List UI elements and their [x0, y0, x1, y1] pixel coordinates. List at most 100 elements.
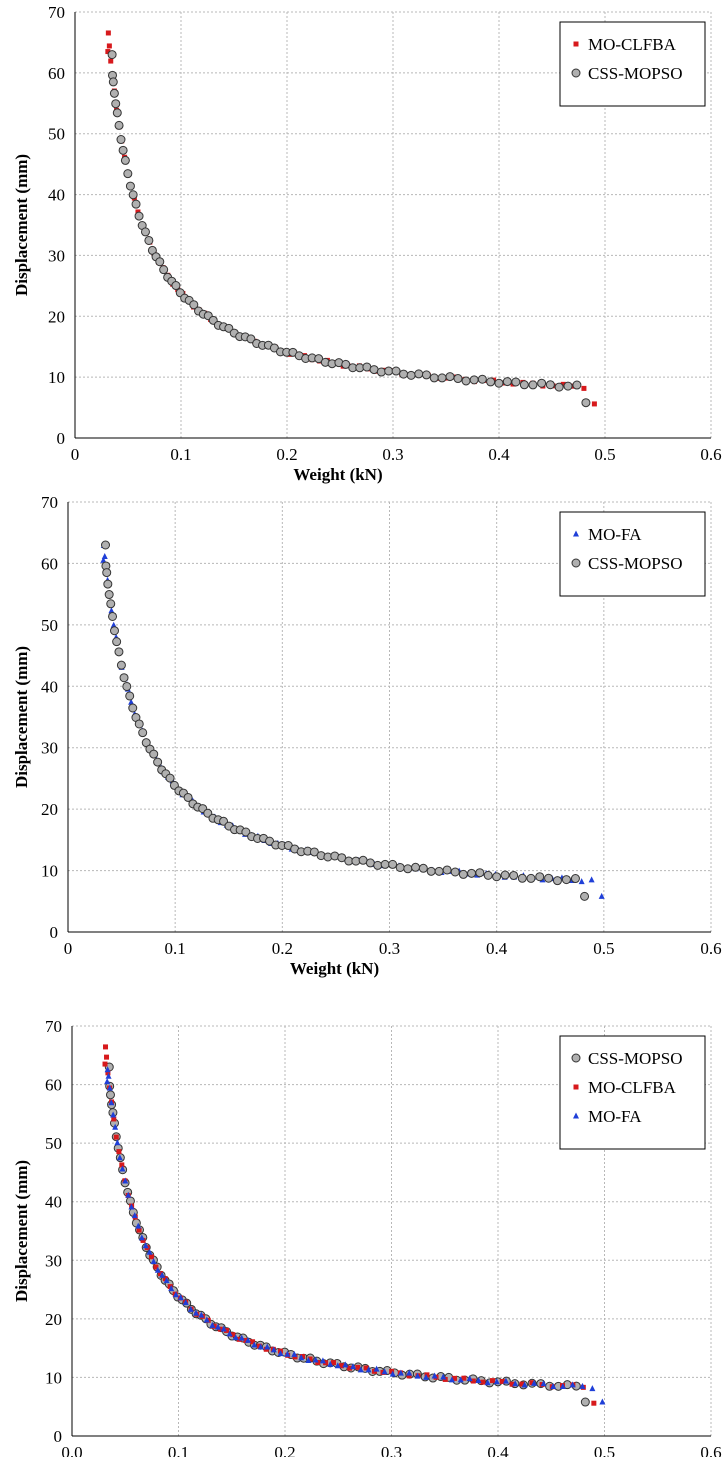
legend: CSS-MOPSO MO-CLFBA MO-FA — [559, 1035, 706, 1150]
data-point — [480, 1379, 486, 1385]
data-point — [598, 892, 605, 899]
y-tick-label: 60 — [45, 1076, 62, 1095]
data-point — [403, 864, 413, 874]
y-tick-label: 10 — [48, 368, 65, 387]
data-point — [104, 1054, 110, 1060]
data-point — [406, 1369, 413, 1376]
data-point — [457, 1376, 464, 1383]
data-point — [203, 1316, 210, 1323]
data-point — [559, 1383, 566, 1390]
data-point — [591, 1400, 597, 1406]
data-point — [112, 108, 122, 118]
legend-marker — [571, 558, 581, 568]
data-point — [445, 372, 455, 382]
data-point — [338, 1363, 344, 1369]
data-point — [264, 1343, 271, 1350]
data-point — [101, 552, 108, 559]
x-tick-label: 0.6 — [700, 1443, 721, 1457]
data-point — [111, 1116, 117, 1122]
data-point — [450, 867, 460, 877]
data-point — [153, 1264, 159, 1270]
data-point — [453, 374, 463, 384]
data-point — [103, 1044, 109, 1050]
x-tick-label: 0 — [71, 445, 80, 464]
x-tick-label: 0.2 — [272, 939, 293, 958]
data-point — [550, 1382, 557, 1389]
x-tick-label: 0.4 — [488, 445, 510, 464]
data-point — [327, 1360, 334, 1367]
data-point — [116, 1149, 122, 1155]
data-point — [442, 865, 452, 875]
y-tick-label: 10 — [45, 1368, 62, 1387]
data-point — [153, 757, 163, 767]
data-point — [414, 1372, 421, 1379]
data-point — [535, 872, 545, 882]
data-point — [112, 637, 122, 647]
data-point — [411, 862, 421, 872]
series-mo-fa — [104, 1066, 606, 1405]
x-tick-label: 0.3 — [381, 1443, 402, 1457]
data-point — [291, 1350, 298, 1357]
x-tick-label: 0 — [64, 939, 73, 958]
data-point — [545, 380, 555, 390]
data-point — [502, 1377, 509, 1384]
data-point — [347, 1365, 353, 1371]
data-point — [406, 370, 416, 380]
data-point — [469, 375, 479, 385]
data-point — [570, 874, 580, 884]
data-point — [250, 1339, 256, 1345]
data-point — [172, 1291, 179, 1298]
data-point — [395, 862, 405, 872]
data-point — [193, 1309, 200, 1316]
series-css-mopso — [107, 50, 591, 408]
data-point — [149, 749, 159, 759]
data-point — [298, 1354, 305, 1361]
data-point — [406, 1373, 412, 1379]
data-point — [334, 1362, 341, 1369]
data-point — [277, 1350, 284, 1357]
data-point — [330, 1360, 336, 1366]
data-point — [284, 1350, 291, 1357]
data-point — [414, 369, 424, 379]
data-point — [572, 380, 582, 390]
data-point — [101, 540, 111, 550]
data-point — [388, 859, 398, 869]
data-point — [230, 1332, 236, 1338]
chart-panel-3: 0.00.10.20.30.40.50.6010203040506070Weig… — [12, 1017, 722, 1457]
data-point — [138, 1234, 145, 1241]
series-mo-clfba — [105, 30, 597, 407]
data-point — [146, 1248, 153, 1255]
data-point — [112, 1123, 119, 1130]
data-point — [421, 370, 431, 380]
x-axis-title: Weight (kN) — [293, 465, 382, 484]
x-tick-label: 0.5 — [594, 1443, 615, 1457]
data-point — [251, 1341, 258, 1348]
data-point — [477, 374, 487, 384]
data-point — [128, 698, 135, 705]
data-point — [134, 211, 144, 221]
y-tick-label: 0 — [57, 429, 66, 448]
data-point — [243, 1338, 249, 1344]
data-point — [540, 1380, 547, 1387]
legend-box — [559, 21, 706, 107]
data-point — [554, 382, 564, 392]
data-point — [158, 1271, 164, 1277]
data-point — [437, 373, 447, 383]
data-point — [365, 1366, 372, 1373]
y-tick-label: 20 — [41, 800, 58, 819]
data-point — [105, 1072, 112, 1079]
data-point — [492, 872, 502, 882]
data-point — [475, 868, 485, 878]
data-point — [148, 1254, 154, 1260]
data-point — [561, 875, 571, 885]
data-point — [136, 1227, 142, 1233]
data-point — [120, 155, 130, 165]
data-point — [431, 1372, 438, 1379]
data-point — [423, 1373, 430, 1380]
data-point — [493, 1378, 500, 1385]
data-point — [104, 1066, 111, 1073]
data-point — [418, 863, 428, 873]
data-point — [171, 281, 181, 291]
y-tick-label: 70 — [48, 3, 65, 22]
